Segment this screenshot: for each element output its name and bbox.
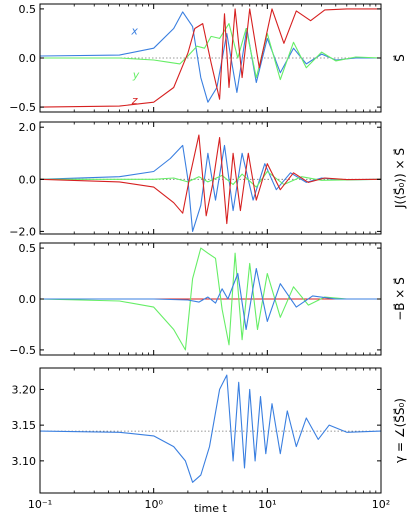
- y-tick-label: −0.5: [9, 344, 36, 357]
- y-tick-label: −2.0: [9, 225, 36, 238]
- y-tick-label: −0.5: [9, 101, 36, 114]
- series-line-x: [40, 144, 381, 232]
- y-tick-label: 2.0: [19, 121, 37, 134]
- x-tick-label: 10¹: [258, 498, 276, 511]
- x-axis-label: time t: [194, 502, 227, 513]
- x-tick-label: 10⁰: [144, 498, 163, 511]
- x-tick-label: 10²: [372, 498, 390, 511]
- series-line-y: [40, 23, 381, 81]
- x-tick-label: 10⁻¹: [28, 498, 52, 511]
- series-line-y: [40, 247, 381, 351]
- panel-ylabel: J(⟨S⃗₀⟩) × S⃗: [393, 148, 407, 209]
- y-tick-label: 0.0: [19, 52, 37, 65]
- y-tick-label: 3.10: [12, 455, 37, 468]
- series-line-z: [40, 134, 381, 225]
- y-tick-label: 0.0: [19, 293, 37, 306]
- series-label-z: z: [131, 94, 138, 107]
- y-tick-label: 0.5: [19, 3, 37, 16]
- y-tick-label: 3.20: [12, 383, 37, 396]
- series-label-x: x: [130, 25, 138, 38]
- plot-frame: [39, 121, 382, 235]
- series-line-z: [40, 8, 381, 108]
- y-tick-label: 0.0: [19, 173, 37, 186]
- y-tick-label: 3.15: [12, 419, 37, 432]
- panel-ylabel: γ = ∠(S⃗S⃗₀): [393, 398, 407, 463]
- series-line-y: [40, 170, 381, 188]
- series-label-y: y: [132, 69, 140, 82]
- series-line-x: [40, 267, 381, 331]
- panel-ylabel: −B⃗ × S⃗: [393, 277, 407, 321]
- plot-frame: [39, 367, 382, 494]
- y-tick-label: 0.5: [19, 242, 37, 255]
- series-line-gamma: [40, 374, 381, 483]
- panel-ylabel: S⃗: [393, 54, 407, 62]
